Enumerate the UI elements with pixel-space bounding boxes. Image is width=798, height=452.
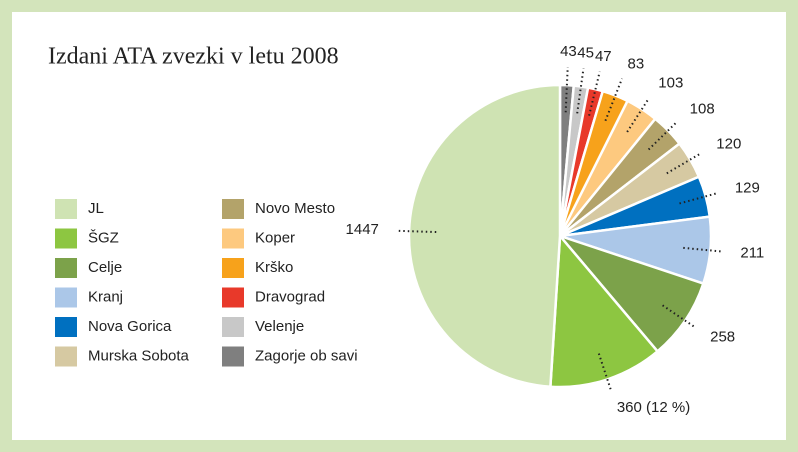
legend-label: JL bbox=[88, 200, 104, 217]
leader-line bbox=[666, 152, 702, 175]
legend-swatch bbox=[55, 317, 77, 337]
leader-line bbox=[576, 68, 585, 114]
legend-swatch bbox=[222, 346, 244, 367]
legend-label: Murska Sobota bbox=[88, 347, 190, 364]
leader-line bbox=[626, 98, 650, 133]
data-label: 45 bbox=[577, 45, 594, 62]
data-label: 103 bbox=[658, 75, 683, 92]
legend-swatch bbox=[55, 346, 77, 367]
legend-swatch bbox=[222, 287, 244, 308]
data-label: 1447 bbox=[346, 221, 379, 238]
data-label: 211 bbox=[740, 244, 764, 261]
data-label: 43 bbox=[560, 43, 577, 60]
leader-line bbox=[588, 71, 601, 116]
legend-swatch bbox=[55, 258, 77, 278]
legend-label: Velenje bbox=[255, 318, 304, 335]
legend-label: Kranj bbox=[88, 288, 123, 305]
legend-label: Dravograd bbox=[255, 288, 325, 305]
legend-swatch bbox=[222, 258, 244, 278]
legend-swatch bbox=[222, 228, 244, 249]
leader-line bbox=[396, 229, 437, 234]
legend-label: Novo Mesto bbox=[255, 200, 335, 217]
leader-line bbox=[564, 67, 569, 113]
legend-label: Krško bbox=[255, 259, 293, 276]
legend-label: ŠGZ bbox=[88, 229, 119, 246]
leader-line bbox=[647, 121, 678, 151]
data-label: 108 bbox=[690, 100, 715, 117]
leader-line bbox=[597, 353, 613, 392]
chart-title: Izdani ATA zvezki v letu 2008 bbox=[48, 44, 339, 70]
leader-line bbox=[662, 304, 696, 329]
legend-label: Nova Gorica bbox=[88, 318, 172, 335]
leader-line bbox=[679, 192, 718, 205]
data-label: 47 bbox=[595, 48, 612, 65]
leader-line bbox=[683, 246, 723, 253]
data-label: 120 bbox=[716, 135, 741, 152]
legend-label: Zagorje ob savi bbox=[255, 347, 358, 364]
legend-swatch bbox=[222, 199, 244, 219]
leader-line bbox=[604, 78, 623, 122]
legend-swatch bbox=[55, 287, 77, 308]
legend-label: Celje bbox=[88, 259, 122, 276]
data-label: 360 (12 %) bbox=[617, 399, 690, 416]
data-label: 258 bbox=[710, 328, 735, 345]
legend-swatch bbox=[55, 228, 77, 249]
data-label: 129 bbox=[735, 179, 760, 196]
data-label: 83 bbox=[628, 56, 645, 73]
legend-swatch bbox=[222, 317, 244, 337]
legend-label: Koper bbox=[255, 229, 295, 246]
legend-swatch bbox=[55, 199, 77, 219]
